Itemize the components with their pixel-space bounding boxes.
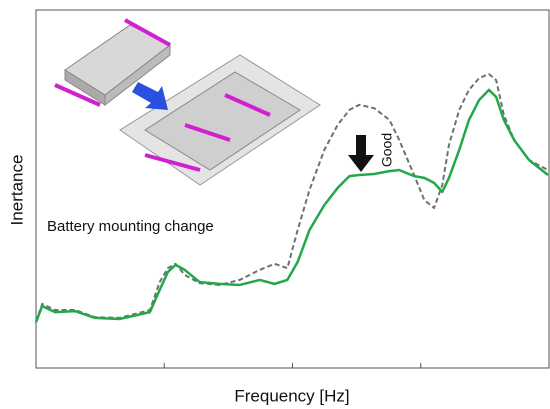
y-axis-label: Inertance — [7, 155, 26, 226]
battery-illustration — [55, 20, 320, 185]
annotation: Battery mounting change — [47, 218, 214, 235]
x-axis-label: Frequency [Hz] — [234, 386, 349, 405]
series-line — [36, 90, 548, 322]
chart: Good Battery mounting change Frequency [… — [0, 0, 550, 409]
annotation: Good — [379, 133, 395, 167]
good-arrow — [348, 135, 374, 172]
